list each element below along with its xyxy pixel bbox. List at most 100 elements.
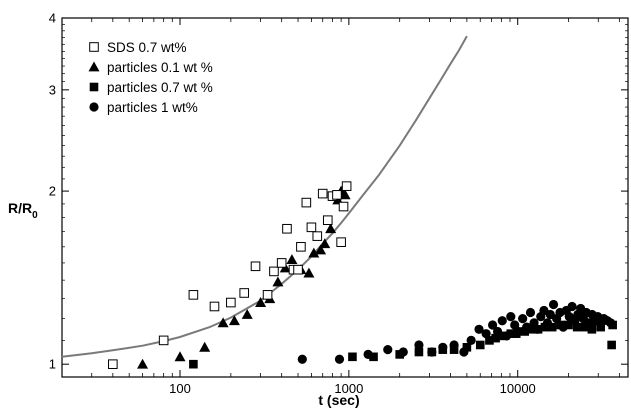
data-point	[462, 342, 472, 352]
data-point	[312, 231, 323, 241]
data-point	[511, 329, 521, 338]
data-point	[567, 301, 577, 312]
data-point	[282, 223, 292, 234]
legend-marker	[88, 61, 100, 72]
data-point	[293, 264, 303, 275]
y-axis-title-subscript: 0	[32, 210, 38, 221]
data-point	[303, 267, 315, 278]
data-point	[474, 324, 484, 334]
data-point	[306, 222, 317, 233]
data-point	[556, 320, 566, 330]
data-point	[587, 324, 597, 334]
data-points-layer	[108, 181, 617, 369]
data-point	[276, 258, 287, 268]
data-point	[338, 201, 349, 212]
data-point	[209, 301, 220, 312]
data-point	[596, 322, 605, 332]
legend-marker	[89, 102, 99, 112]
data-point	[296, 242, 306, 252]
data-point	[108, 359, 118, 369]
data-point	[241, 309, 253, 319]
data-point	[199, 341, 211, 352]
data-point	[269, 266, 279, 277]
data-point	[262, 290, 273, 300]
data-point	[137, 358, 149, 369]
y-tick-label: 1	[49, 357, 56, 372]
data-point	[607, 340, 616, 350]
data-point	[239, 288, 250, 298]
data-point	[339, 189, 351, 200]
legend-marker	[89, 42, 99, 52]
data-point	[608, 320, 617, 330]
data-point	[226, 297, 236, 308]
legend-label: SDS 0.7 wt%	[107, 40, 187, 55]
data-point	[228, 315, 240, 326]
data-point	[427, 347, 437, 357]
data-point	[332, 190, 342, 200]
y-axis-title-main: R/R	[8, 200, 32, 216]
data-point	[547, 322, 557, 332]
data-point	[564, 320, 573, 330]
data-point	[322, 215, 333, 225]
data-point	[319, 238, 331, 249]
data-point	[485, 336, 494, 345]
data-point	[491, 333, 500, 343]
y-axis-title: R/R0	[8, 200, 38, 221]
data-point	[297, 354, 307, 364]
data-point	[498, 331, 508, 341]
series-3	[297, 299, 616, 364]
data-point	[475, 340, 485, 350]
series-0	[108, 181, 352, 369]
data-point	[301, 197, 312, 208]
data-point	[158, 335, 169, 346]
y-tick-label: 4	[49, 11, 56, 26]
data-point	[334, 354, 345, 364]
data-point	[466, 335, 476, 345]
data-point	[189, 359, 198, 369]
data-point	[317, 188, 328, 199]
data-point	[308, 247, 320, 258]
y-tick-label: 3	[49, 82, 56, 97]
axis-ticks-layer: 100 1000 10000 1 2 3 4	[49, 11, 628, 396]
data-point	[438, 345, 448, 354]
x-axis-title: t (sec)	[318, 392, 359, 408]
legend-label: particles 1 wt%	[107, 100, 198, 115]
data-point	[341, 181, 352, 191]
data-point	[348, 352, 357, 362]
data-point	[525, 307, 536, 318]
data-point	[174, 351, 186, 362]
legend-label: particles 0.7 wt %	[107, 80, 213, 95]
x-tick-label: 100	[169, 381, 191, 396]
data-point	[520, 327, 529, 336]
data-point	[217, 317, 229, 328]
data-point	[315, 244, 327, 255]
data-point	[369, 352, 378, 362]
data-point	[383, 345, 393, 355]
data-point	[540, 322, 550, 332]
data-point	[497, 316, 507, 326]
data-point	[518, 314, 528, 324]
data-point	[414, 340, 424, 350]
data-point	[506, 311, 516, 322]
data-point	[255, 297, 267, 307]
plot-border	[61, 17, 629, 378]
data-point	[572, 322, 582, 332]
data-point	[481, 329, 491, 339]
data-point	[272, 276, 284, 287]
data-point	[506, 329, 516, 338]
data-point	[286, 254, 298, 265]
data-point	[188, 290, 199, 300]
data-point	[325, 223, 337, 234]
data-point	[336, 237, 346, 247]
data-point	[414, 347, 424, 357]
data-point	[580, 322, 590, 332]
data-point	[487, 320, 498, 330]
x-tick-label: 1000	[334, 381, 363, 396]
series-2	[189, 320, 617, 369]
data-point	[395, 350, 404, 359]
data-point	[526, 324, 536, 334]
data-point	[548, 299, 559, 310]
x-tick-label: 10000	[500, 381, 536, 396]
data-point	[449, 345, 459, 354]
